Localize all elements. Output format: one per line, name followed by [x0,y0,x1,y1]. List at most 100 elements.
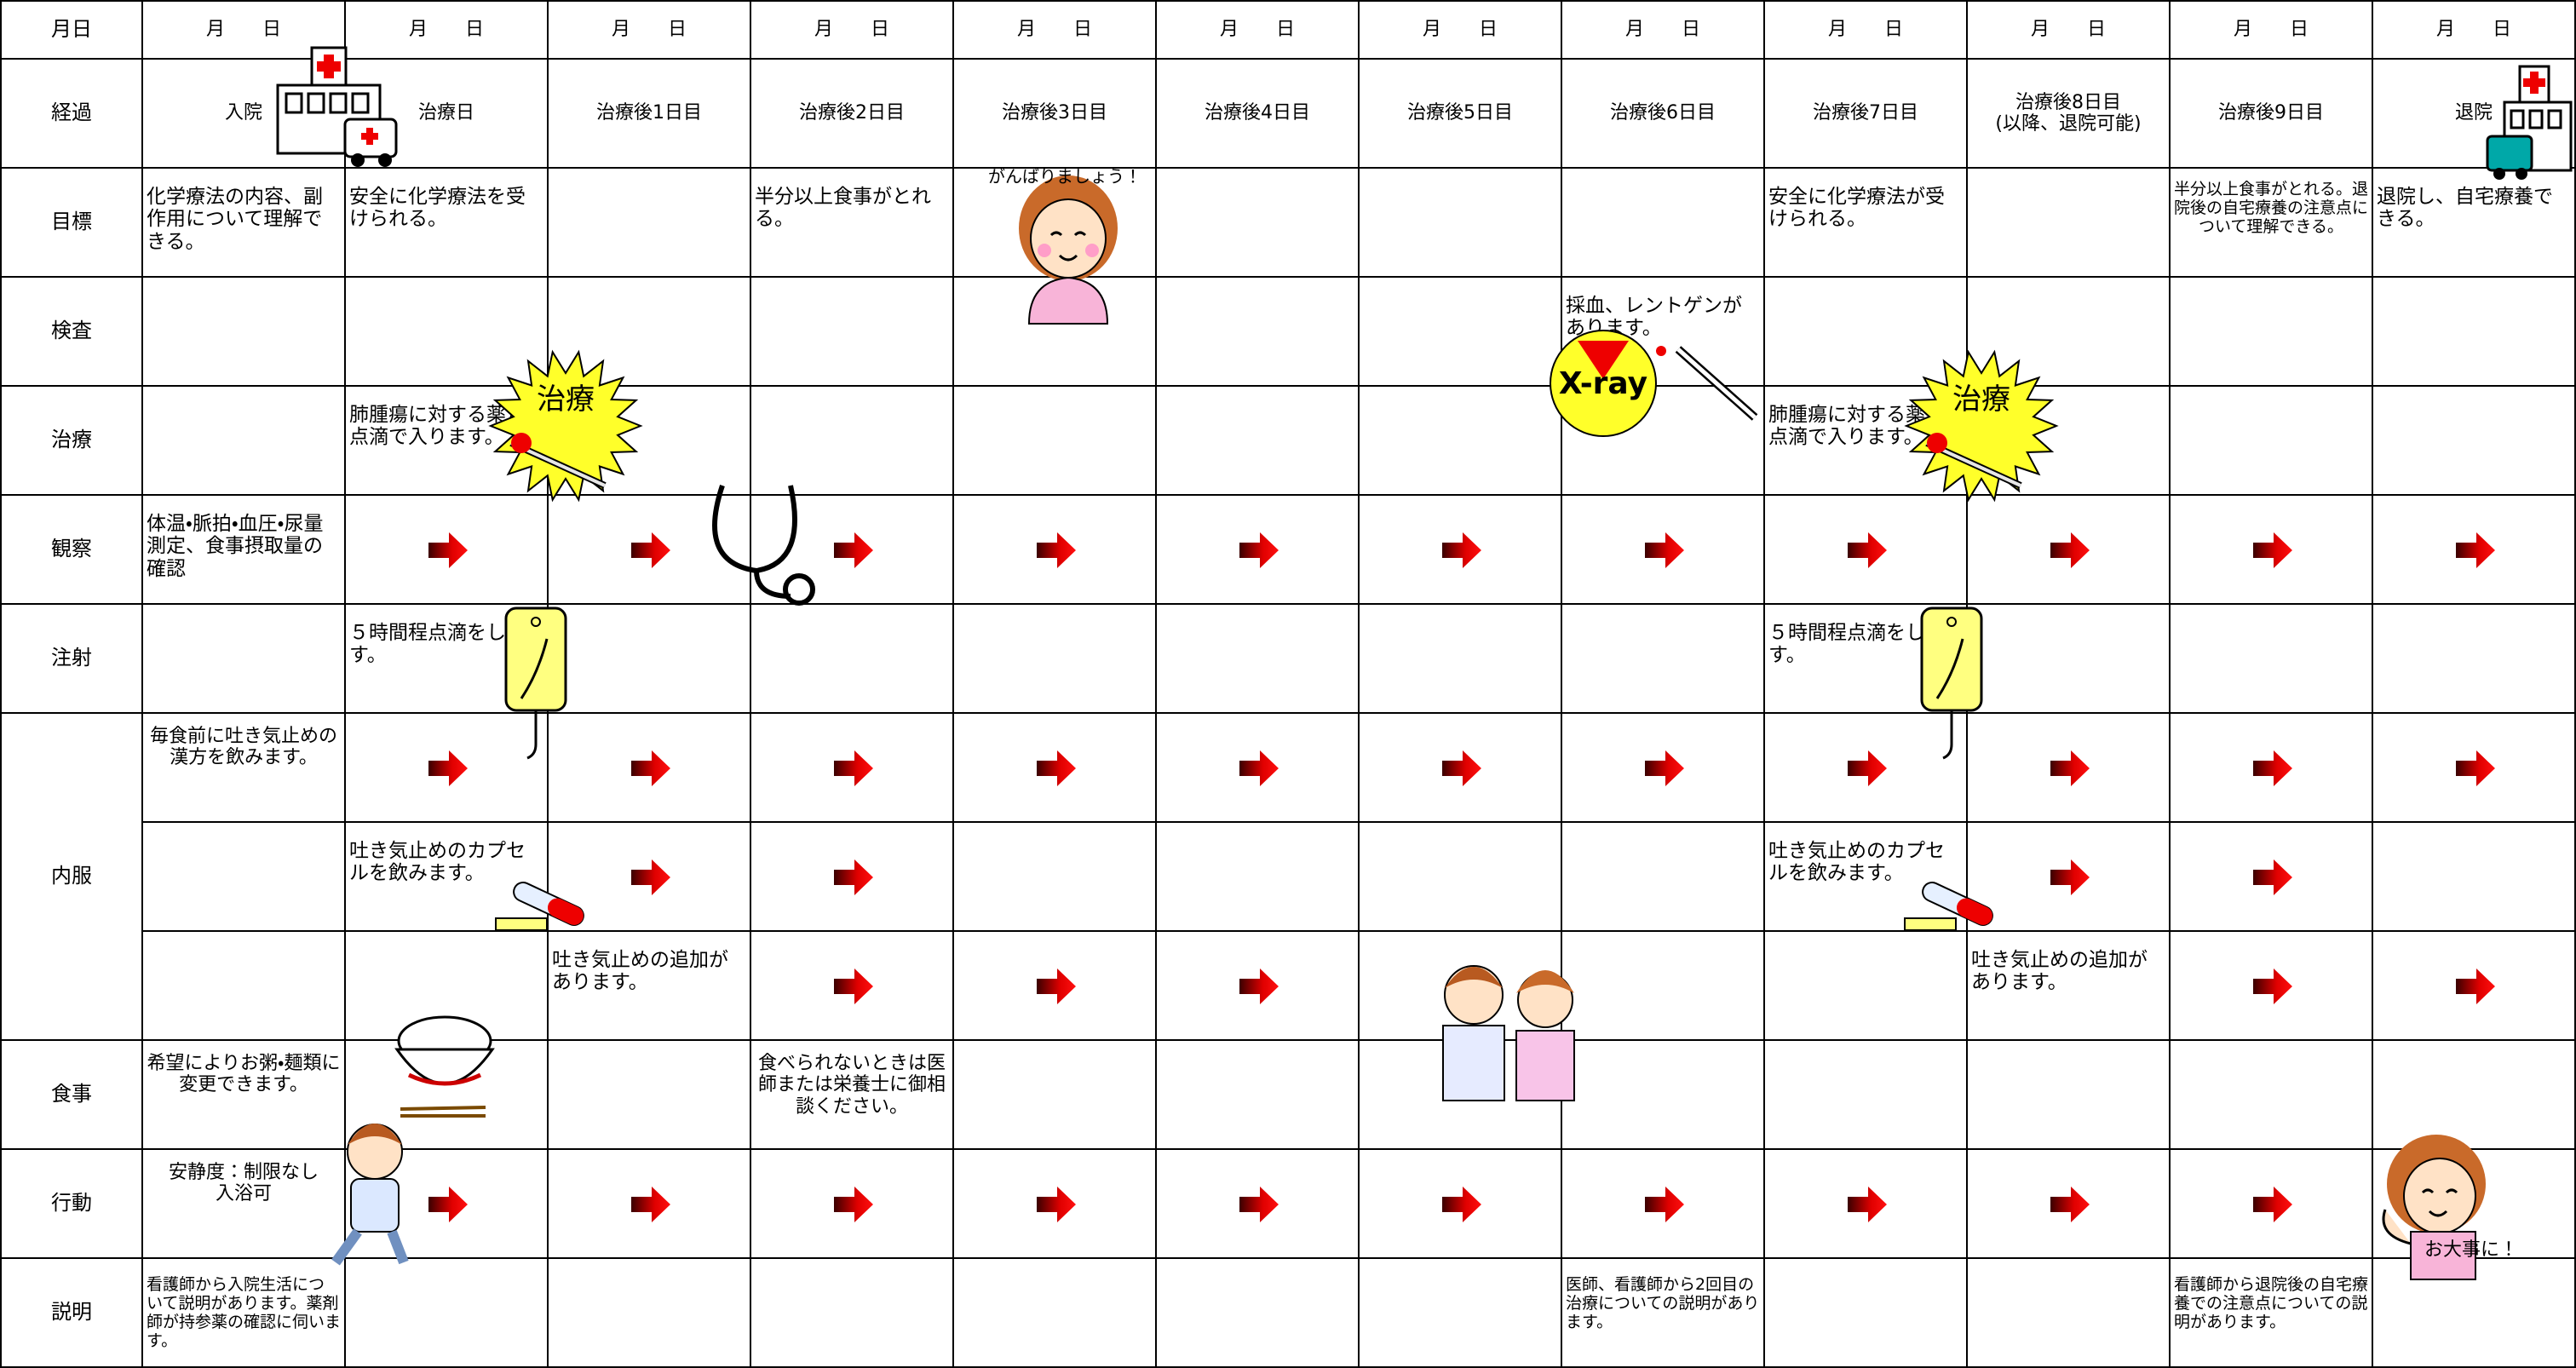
cell-text: 治療後9日目 [2218,102,2324,124]
cell-text: 肺腫瘍に対する薬が点滴で入ります。 [349,404,526,449]
date-cell: 月 日 [549,0,751,60]
cell-text: 吐き気止めのカプセルを飲みます。 [1768,840,1945,885]
cell-text: 治療後6日目 [1610,102,1716,124]
stage-cell: 治療後4日目 [1157,60,1360,169]
stage-cell: 退院 [2373,60,2576,169]
cell-text: 治療後3日目 [1002,102,1107,124]
plan-cell [143,387,346,496]
plan-cell [1562,169,1765,278]
row-label: 行動 [0,1150,143,1259]
plan-cell [1968,1259,2171,1368]
date-cell: 月 日 [2373,0,2576,60]
row-label: 食事 [0,1041,143,1150]
plan-cell [1968,278,2171,387]
plan-cell [751,387,954,496]
date-cell: 月 日 [1562,0,1765,60]
plan-cell [549,169,751,278]
plan-cell [2373,278,2576,387]
plan-cell [1765,932,1968,1041]
date-cell: 月 日 [1765,0,1968,60]
plan-cell [346,1041,549,1150]
plan-cell [1968,496,2171,605]
stage-cell: 治療後3日目 [954,60,1157,169]
cell-text: 半分以上食事がとれる。退院後の自宅療養の注意点について理解できる。 [2173,180,2368,236]
plan-cell [549,387,751,496]
plan-cell [346,496,549,605]
plan-cell [2373,1259,2576,1368]
cell-text: 月 日 [2233,19,2309,41]
row-label: 目標 [0,169,143,278]
plan-cell [954,1259,1157,1368]
row-label: 注射 [0,605,143,714]
plan-cell [751,605,954,714]
plan-cell [1157,169,1360,278]
plan-cell [1562,387,1765,496]
row-label: 観察 [0,496,143,605]
plan-cell [1765,1259,1968,1368]
plan-cell [751,1150,954,1259]
plan-cell: 吐き気止めの追加があります。 [549,932,751,1041]
plan-cell: 半分以上食事がとれる。退院後の自宅療養の注意点について理解できる。 [2171,169,2373,278]
plan-cell [2171,1150,2373,1259]
plan-cell [2171,932,2373,1041]
plan-cell: 毎食前に吐き気止めの漢方を飲みます。 [143,714,346,823]
stage-cell: 治療後8日目 (以降、退院可能) [1968,60,2171,169]
plan-cell [1765,1150,1968,1259]
cell-text: 月 日 [1827,19,1903,41]
cell-text: 希望によりお粥・麺類に変更できます。 [147,1053,341,1096]
plan-cell: 吐き気止めのカプセルを飲みます。 [346,823,549,932]
cell-text: 肺腫瘍に対する薬が点滴で入ります。 [1768,404,1945,449]
cell-text: ５時間程点滴をします。 [1768,622,1945,667]
plan-cell [2373,605,2576,714]
cell-text: 治療後2日目 [799,102,905,124]
cell-text: 行動 [51,1191,92,1216]
date-cell: 月 日 [1360,0,1562,60]
cell-text: 退院 [2454,102,2493,124]
cell-text: 月 日 [1219,19,1295,41]
stage-cell: 治療日 [346,60,549,169]
plan-cell [1765,278,1968,387]
cell-text: 化学療法の内容、副作用について理解できる。 [147,186,323,253]
plan-cell [1562,496,1765,605]
plan-cell [1968,169,2171,278]
row-label: 内服 [0,714,143,1041]
plan-cell: 安全に化学療法が受けられる。 [1765,169,1968,278]
date-cell: 月 日 [1157,0,1360,60]
plan-cell [1968,605,2171,714]
plan-cell: 半分以上食事がとれる。 [751,169,954,278]
cell-text: 体温・脈拍・血圧・尿量測定、食事摂取量の確認 [147,513,324,580]
plan-cell [346,714,549,823]
cell-text: 目標 [51,210,92,234]
cell-text: 月 日 [1422,19,1498,41]
cell-text: 観察 [51,537,92,561]
plan-cell [1562,714,1765,823]
plan-cell [1157,278,1360,387]
plan-cell [1360,387,1562,496]
row-label: 治療 [0,387,143,496]
row-label: 検査 [0,278,143,387]
stage-cell: 治療後1日目 [549,60,751,169]
date-cell: 月 日 [346,0,549,60]
plan-cell [1360,1259,1562,1368]
plan-cell [954,932,1157,1041]
plan-cell [954,1041,1157,1150]
date-cell: 月 日 [751,0,954,60]
cell-text: 月 日 [408,19,484,41]
plan-cell [2373,823,2576,932]
plan-cell [751,1259,954,1368]
plan-cell: 採血、レントゲンがあります。 [1562,278,1765,387]
row-label: 経過 [0,60,143,169]
cell-text: 月 日 [2435,19,2511,41]
plan-cell [1360,932,1562,1041]
plan-cell [549,278,751,387]
plan-cell [1765,714,1968,823]
stage-cell: 治療後7日目 [1765,60,1968,169]
plan-cell [1360,605,1562,714]
plan-cell: ５時間程点滴をします。 [1765,605,1968,714]
cell-text: 月 日 [1016,19,1092,41]
plan-cell [1968,823,2171,932]
plan-cell [1157,605,1360,714]
plan-cell [1157,496,1360,605]
date-cell: 月 日 [1968,0,2171,60]
